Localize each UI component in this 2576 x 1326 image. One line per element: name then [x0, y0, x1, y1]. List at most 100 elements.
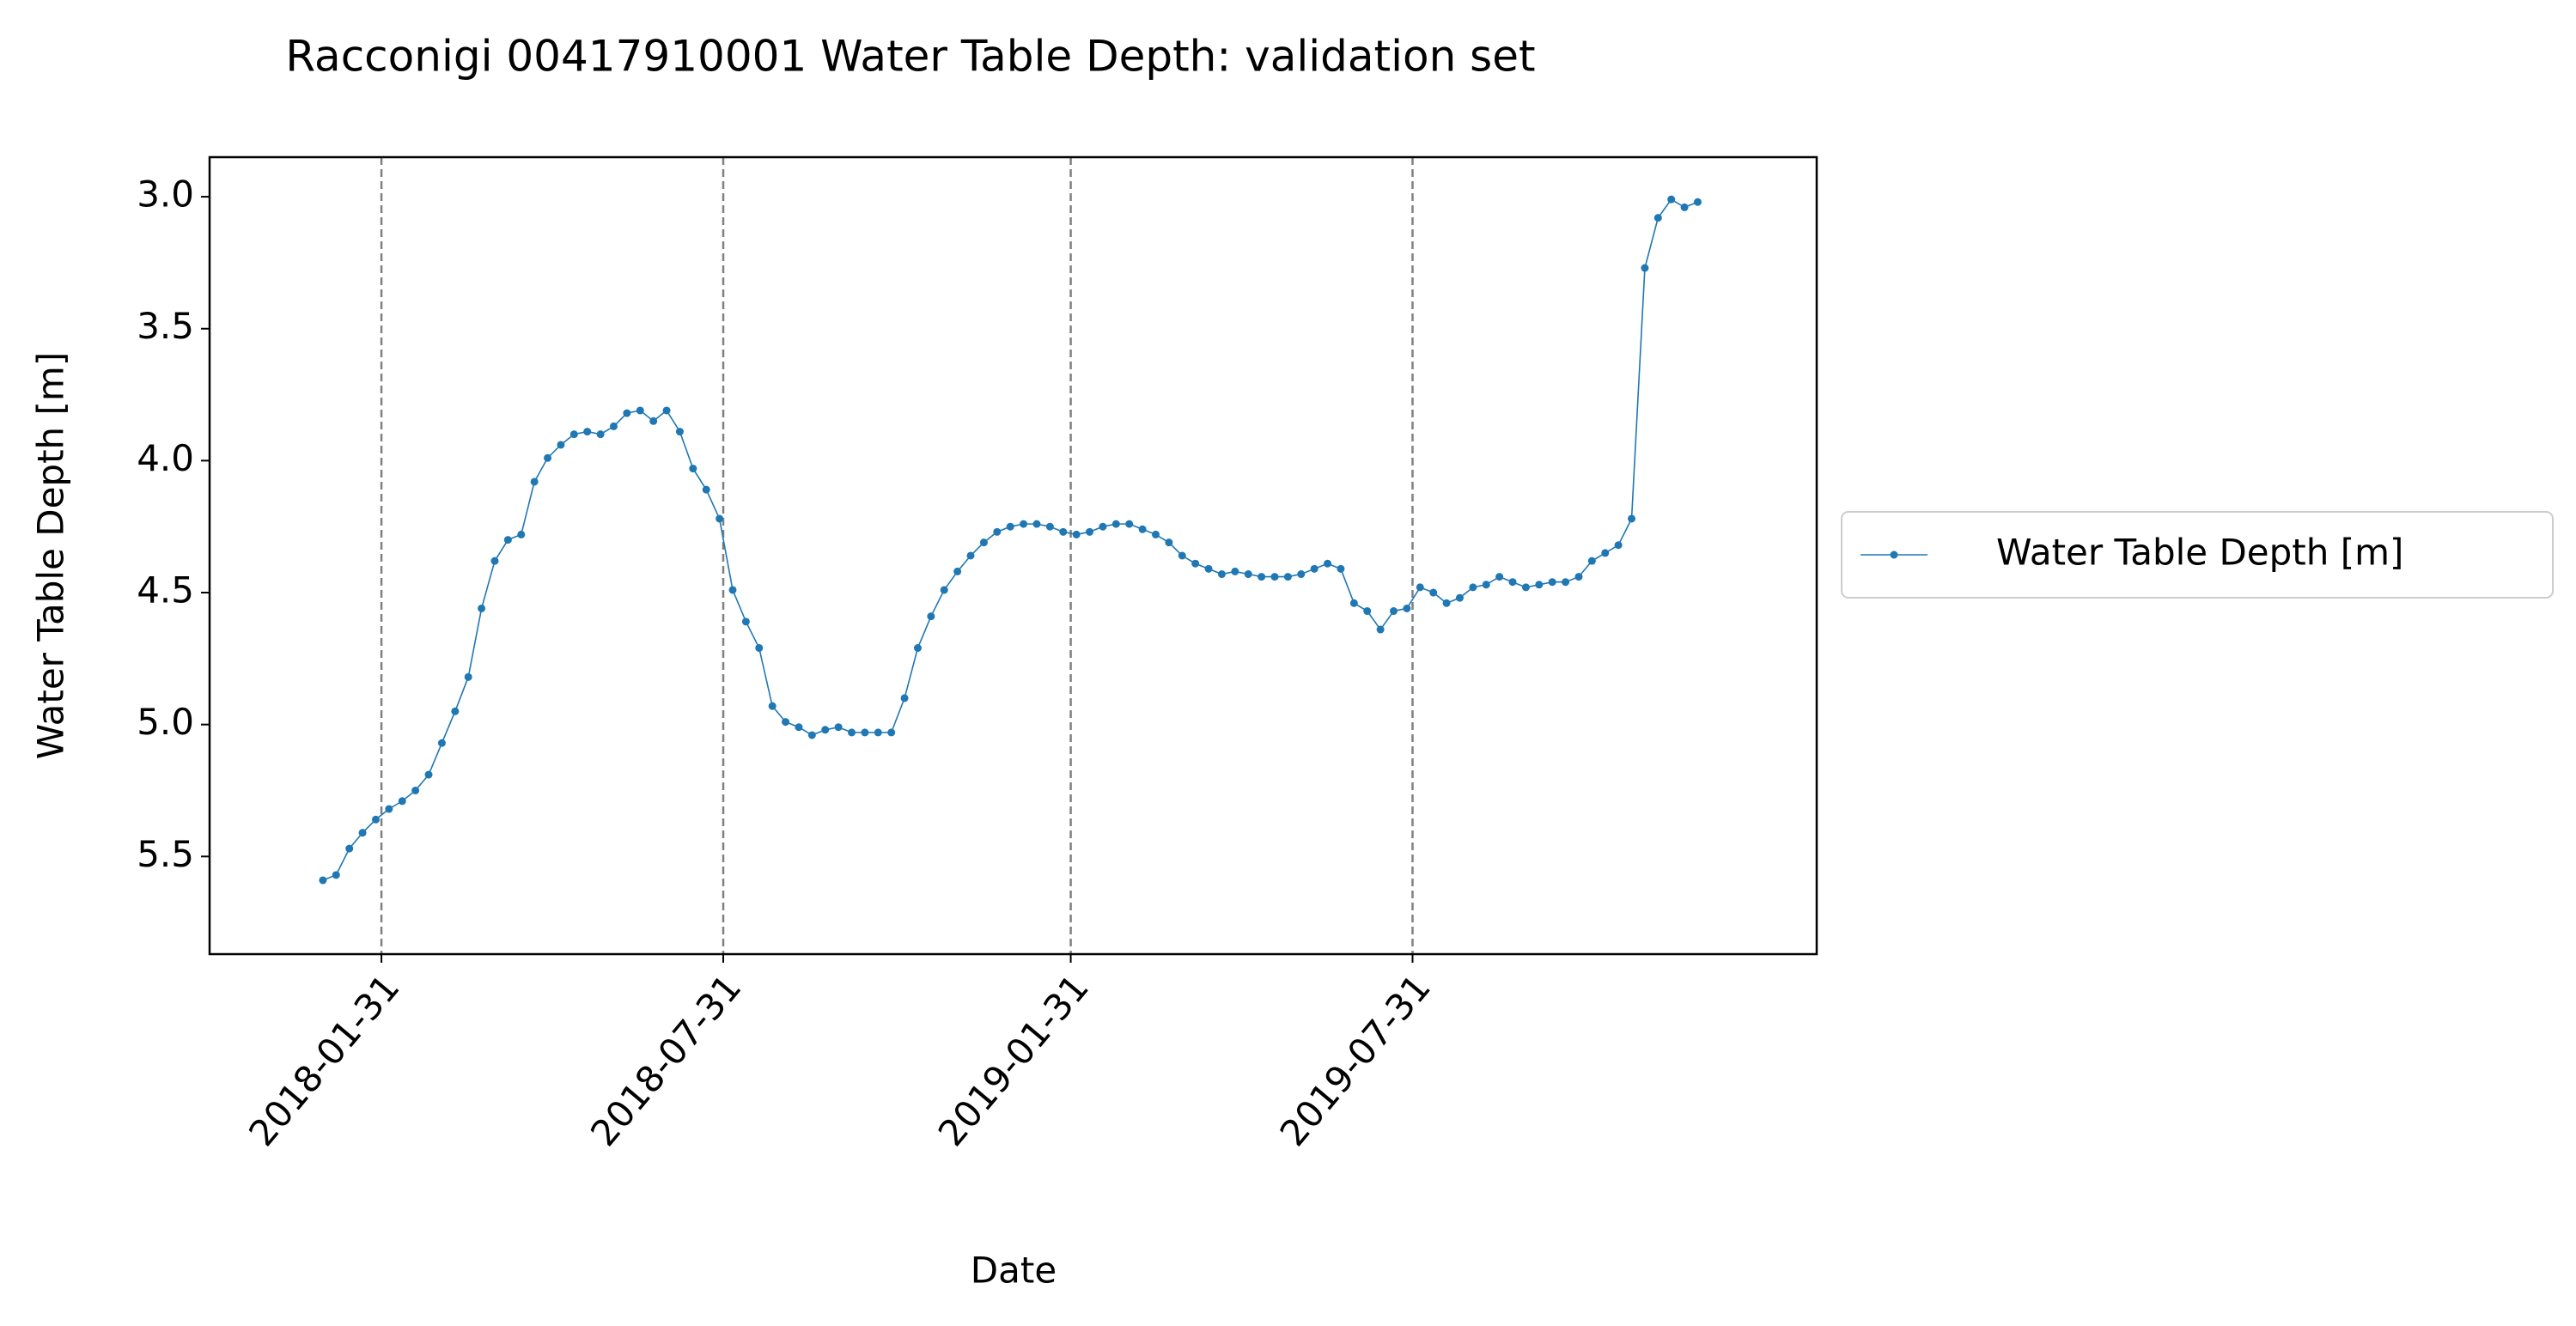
data-point [1416, 583, 1424, 592]
plot-frame [208, 155, 1818, 956]
data-point [1521, 583, 1530, 592]
data-point [1231, 567, 1239, 575]
data-point [953, 567, 962, 575]
data-point [1495, 573, 1504, 581]
data-point [1244, 570, 1252, 579]
data-point [1390, 607, 1398, 616]
data-point [689, 465, 697, 473]
x-axis-label: Date [971, 1250, 1057, 1292]
data-point [1429, 588, 1438, 597]
data-point [1324, 559, 1332, 568]
data-point [1455, 593, 1464, 602]
data-point [728, 586, 737, 594]
data-point [398, 797, 406, 806]
data-point [1535, 581, 1544, 589]
data-point [1601, 549, 1610, 557]
data-point [557, 441, 565, 449]
data-point [887, 728, 896, 737]
data-point [1217, 570, 1226, 579]
data-line [322, 198, 1698, 881]
data-point [807, 731, 816, 739]
data-point [358, 829, 367, 837]
x-tick-label: 2018-07-31 [582, 966, 749, 1153]
data-point [385, 805, 393, 813]
data-point [755, 644, 764, 653]
data-point [940, 586, 948, 594]
data-point [662, 406, 671, 415]
data-point [834, 723, 843, 732]
data-point [1165, 538, 1173, 547]
data-point [861, 728, 869, 737]
data-point [1297, 570, 1306, 579]
x-tick-label: 2019-01-31 [930, 966, 1097, 1153]
data-point [1403, 604, 1411, 612]
data-point [1045, 522, 1054, 531]
data-point [1363, 607, 1372, 616]
y-tick-label: 3.0 [137, 173, 194, 216]
data-point [1482, 581, 1490, 589]
x-tick-label: 2019-07-31 [1272, 966, 1439, 1153]
legend-box [1841, 511, 2554, 599]
data-point [1204, 564, 1213, 573]
y-tick-label: 5.0 [137, 701, 194, 743]
data-point [716, 514, 724, 523]
data-point [345, 844, 354, 853]
data-point [609, 422, 618, 430]
data-point [1349, 599, 1358, 607]
data-point [569, 430, 578, 439]
data-point [979, 538, 988, 547]
data-point [795, 723, 803, 732]
data-point [1125, 520, 1134, 528]
data-point [1310, 564, 1318, 573]
data-point [451, 707, 460, 715]
data-point [1032, 520, 1041, 528]
data-point [1574, 573, 1583, 581]
data-point [1469, 583, 1477, 592]
data-point [437, 739, 446, 747]
data-point [1138, 525, 1147, 533]
data-point [478, 604, 486, 612]
data-point [1680, 203, 1689, 211]
data-point [1667, 195, 1676, 204]
x-tick-label: 2018-01-31 [241, 966, 407, 1153]
y-tick-label: 4.0 [137, 437, 194, 479]
data-point [821, 726, 830, 734]
data-point [1006, 522, 1014, 531]
data-point [517, 530, 526, 538]
data-point [1178, 551, 1186, 560]
data-point [411, 786, 420, 794]
y-axis-label: Water Table Depth [m] [30, 352, 72, 759]
y-tick-label: 3.5 [137, 305, 194, 347]
data-point [1376, 625, 1385, 634]
data-point [966, 551, 975, 560]
data-point [1337, 564, 1345, 573]
data-point [503, 536, 512, 544]
data-point [636, 406, 644, 415]
data-point [1086, 527, 1094, 536]
data-point [1442, 599, 1451, 607]
data-point [1653, 214, 1662, 222]
chart-title: Racconigi 00417910001 Water Table Depth:… [285, 32, 1535, 82]
data-point [1562, 578, 1570, 587]
data-point [782, 718, 790, 727]
data-point [1111, 520, 1120, 528]
data-point [623, 409, 631, 417]
data-point [1151, 530, 1160, 538]
data-point [741, 617, 750, 626]
data-point [1614, 541, 1623, 550]
legend-label: Water Table Depth [m] [1996, 532, 2403, 574]
data-point [702, 485, 710, 494]
data-point [424, 770, 433, 779]
data-point [675, 428, 684, 436]
data-point [319, 876, 327, 885]
data-point [1641, 264, 1649, 272]
data-point [1059, 527, 1068, 536]
data-point [1508, 578, 1517, 587]
data-point [874, 728, 882, 737]
data-point [596, 430, 605, 439]
data-point [490, 557, 499, 565]
data-point [1191, 559, 1200, 568]
data-point [1548, 578, 1556, 587]
